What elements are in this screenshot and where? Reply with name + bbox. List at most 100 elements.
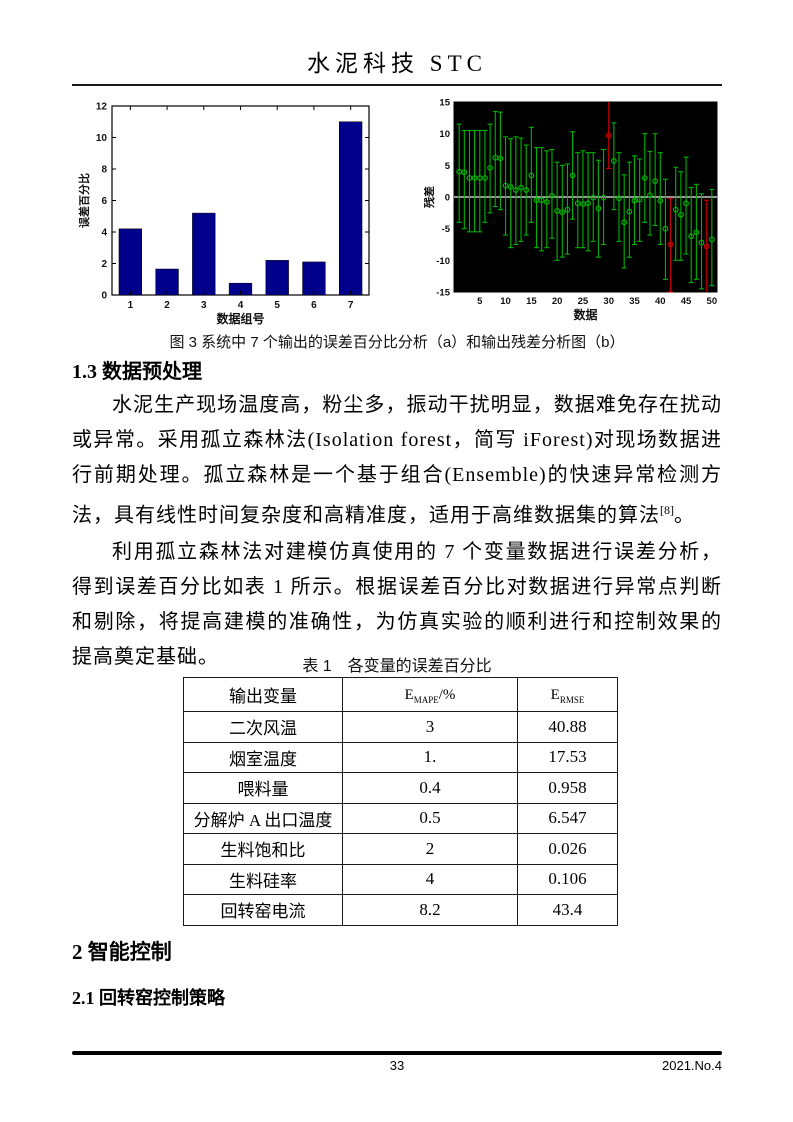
y-tick-label: -5	[442, 224, 451, 235]
table1-title: 表 1 各变量的误差百分比	[302, 658, 492, 675]
table1-cell: 0.106	[517, 863, 618, 895]
y-tick-label: 5	[445, 161, 451, 172]
y-tick-label: 12	[96, 102, 108, 113]
table1-cell: 分解炉 A 出口温度	[183, 802, 343, 834]
errorbar-point	[574, 152, 581, 249]
errorbar-point	[672, 166, 679, 261]
errorbar-point	[610, 122, 617, 211]
table1-row: 喂料量 0.4 0.958	[183, 772, 618, 804]
x-tick-label: 6	[311, 300, 317, 311]
errorbar-point	[641, 133, 648, 223]
x-tick-label: 20	[552, 296, 563, 307]
figure3-panel: 0 2 4 6 8 10 12 1 2 3 4 5 6 7 数据组号 误差百分比 -15 -10 -5 0 5 10 15…	[72, 96, 732, 328]
table1-cell: 0.5	[342, 802, 518, 834]
table1: 输出变量 EMAPE/% ERMSE 二次风温 3 40.88 烟室温度 1. 17.53 喂料量…	[183, 677, 618, 926]
paragraph-1: 水泥生产现场温度高，粉尘多，振动干扰明显，数据难免存在扰动或异常。采用孤立森林法…	[72, 388, 722, 534]
errorbar-point	[487, 123, 493, 214]
residual-errorbar-chart: -15 -10 -5 0 5 10 15 5 10 15 20 25 30 35 40 45 50 数据 残差	[424, 98, 718, 322]
y-tick-label: -15	[436, 288, 450, 299]
x-tick-label: 7	[348, 300, 354, 311]
table1-header-cell: EMAPE/%	[342, 677, 518, 712]
table1-cell: 3	[342, 711, 518, 743]
x-tick-label: 10	[500, 296, 511, 307]
errorbar-point	[523, 144, 530, 236]
table1-cell: 0.4	[342, 772, 518, 804]
bar	[339, 121, 363, 296]
section-2-heading: 2 智能控制	[72, 940, 172, 964]
x-tick-label: 5	[274, 300, 280, 311]
y-tick-label: 0	[445, 193, 450, 204]
table1-cell: 40.88	[517, 711, 618, 743]
footer: 33 2021.No.4	[72, 1058, 722, 1076]
x-tick-label: 25	[578, 296, 589, 307]
bar	[265, 260, 289, 296]
y-tick-label: 4	[101, 228, 107, 239]
table1-cell: 2	[342, 833, 518, 865]
header-rule	[72, 84, 722, 86]
x-tick-label: 40	[655, 296, 666, 307]
errorbar-point	[559, 164, 566, 258]
x-tick-label: 30	[603, 296, 614, 307]
x-tick-label: 15	[526, 296, 537, 307]
y-tick-label: 10	[96, 133, 108, 144]
table1-cell: 烟室温度	[183, 741, 343, 773]
paragraph-2: 利用孤立森林法对建模仿真使用的 7 个变量数据进行误差分析，得到误差百分比如表 …	[72, 541, 722, 668]
y-tick-label: 2	[101, 259, 107, 270]
errorbar-point	[698, 193, 705, 290]
bar	[192, 212, 216, 296]
errorbar-point	[482, 129, 488, 223]
table1-row: 生料硅率 4 0.106	[183, 863, 618, 895]
table1-cell: 43.4	[517, 894, 618, 926]
errorbar-point	[683, 156, 689, 255]
errorbar-point	[662, 178, 669, 280]
errorbar-point	[708, 188, 715, 287]
errorbar-point	[497, 111, 504, 211]
table1-cell: 二次风温	[183, 711, 343, 743]
section-2-1-heading: 2.1 回转窑控制策略	[72, 988, 225, 1008]
figure3-caption: 图 3 系统中 7 个输出的误差百分比分析（a）和输出残差分析图（b）	[169, 334, 625, 351]
x-tick-label: 1	[128, 300, 134, 311]
errorbar-point	[502, 136, 509, 236]
errorbar-point	[616, 152, 622, 242]
table1-row: 回转窑电流 8.2 43.4	[183, 894, 618, 926]
errorbar-point	[543, 150, 550, 249]
errorbar-point	[667, 197, 674, 293]
table1-row: 分解炉 A 出口温度 0.5 6.547	[183, 802, 618, 834]
table1-row: 生料饱和比 2 0.026	[183, 833, 618, 865]
bar-plot-area	[111, 105, 370, 296]
table1-header-cell: ERMSE	[517, 677, 618, 712]
table1-cell: 回转窑电流	[183, 894, 343, 926]
table1-cell: 0.958	[517, 772, 618, 804]
y-axis-label: 残差	[424, 186, 436, 208]
errorbar-point	[528, 126, 535, 223]
errorbar-point	[564, 163, 571, 255]
errorbar-point	[636, 158, 643, 242]
errorbar-point	[621, 174, 628, 269]
x-axis-label: 数据组号	[216, 311, 264, 326]
errorbar-point	[512, 136, 519, 246]
x-tick-label: 3	[201, 300, 207, 311]
table1-cell: 4	[342, 863, 518, 895]
errorbar-point	[590, 152, 597, 242]
page-number: 33	[389, 1058, 405, 1073]
x-tick-label: 50	[707, 296, 718, 307]
errorbar-point	[466, 129, 473, 233]
reference-8-superscript: [8]	[660, 503, 674, 517]
errorbar-point	[476, 129, 483, 233]
errorbar-point	[678, 171, 684, 261]
errorbar-point	[657, 152, 664, 246]
paragraph-1-text: 水泥生产现场温度高，粉尘多，振动干扰明显，数据难免存在扰动或异常。采用孤立森林法…	[72, 394, 722, 527]
y-axis-label: 误差百分比	[77, 173, 91, 228]
x-tick-label: 2	[164, 300, 170, 311]
errorbar-point	[569, 131, 576, 220]
x-tick-label: 35	[629, 296, 640, 307]
errorbar-point	[492, 110, 499, 208]
errorbar-point	[605, 102, 612, 170]
errorbar-point	[631, 155, 638, 246]
table1-row: 烟室温度 1. 17.53	[183, 741, 618, 773]
errorbar-point	[652, 133, 659, 227]
issue-number: 2021.No.4	[662, 1058, 722, 1073]
errorbar-point	[580, 150, 586, 249]
